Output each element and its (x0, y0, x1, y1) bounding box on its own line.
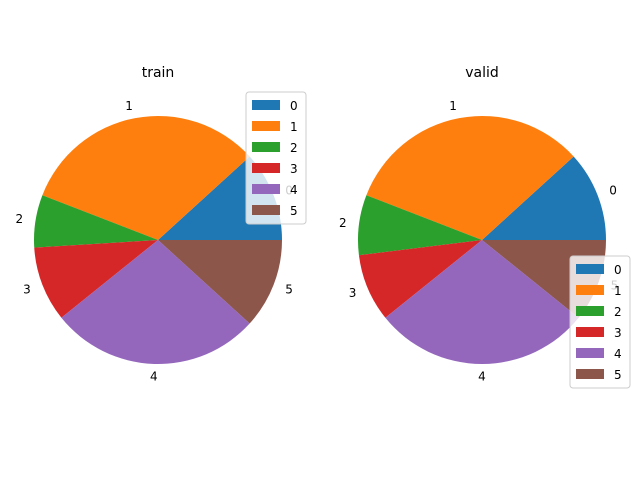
pie-slice-train-1 (42, 115, 250, 240)
legend-label-train-4: 4 (290, 183, 298, 197)
pie-chart-train: train 0 1 2 3 4 5 0 1 2 3 4 5 (16, 65, 307, 383)
legend-label-valid-1: 1 (614, 284, 622, 298)
legend-swatch-train-0 (252, 100, 280, 110)
slice-label-valid-1: 1 (449, 99, 457, 113)
legend-label-train-2: 2 (290, 141, 298, 155)
pie-slice-train-2 (34, 195, 159, 248)
legend-label-train-5: 5 (290, 204, 298, 218)
pie-chart-valid: valid 0 1 2 3 4 5 0 1 2 3 4 5 (339, 65, 631, 389)
legend-swatch-valid-0 (576, 264, 604, 274)
legend-swatch-train-2 (252, 142, 280, 152)
slice-label-train-4: 4 (150, 369, 158, 383)
pie-slice-valid-3 (358, 240, 482, 318)
legend-label-valid-0: 0 (614, 263, 622, 277)
slices-train (34, 115, 282, 365)
legend-valid: 0 1 2 3 4 5 (569, 255, 631, 389)
slice-label-valid-3: 3 (349, 286, 357, 300)
legend-swatch-valid-3 (576, 327, 604, 337)
pie-slice-valid-1 (366, 115, 574, 240)
legend-label-train-3: 3 (290, 162, 298, 176)
legend-swatch-valid-4 (576, 348, 604, 358)
legend-swatch-valid-2 (576, 306, 604, 316)
pie-slice-train-5 (158, 240, 282, 324)
legend-label-train-1: 1 (290, 120, 298, 134)
chart-title-valid: valid (465, 65, 499, 81)
slice-label-valid-4: 4 (478, 369, 486, 383)
legend-swatch-train-1 (252, 121, 280, 131)
pie-slice-valid-4 (385, 240, 579, 365)
legend-label-valid-3: 3 (614, 326, 622, 340)
legend-train: 0 1 2 3 4 5 (245, 91, 307, 225)
legend-label-valid-5: 5 (614, 368, 622, 382)
slice-label-train-5: 5 (285, 282, 293, 296)
legend-swatch-train-4 (252, 184, 280, 194)
legend-swatch-train-5 (252, 205, 280, 215)
legend-label-valid-4: 4 (614, 347, 622, 361)
slice-label-train-3: 3 (23, 282, 31, 296)
legend-swatch-train-3 (252, 163, 280, 173)
legend-swatch-valid-1 (576, 285, 604, 295)
legend-label-train-0: 0 (290, 99, 298, 113)
pie-slice-valid-2 (357, 195, 482, 256)
pie-slice-train-4 (61, 240, 250, 365)
chart-title-train: train (142, 65, 175, 81)
legend-swatch-valid-5 (576, 369, 604, 379)
slice-label-train-2: 2 (16, 212, 24, 226)
slice-label-valid-2: 2 (339, 216, 347, 230)
pie-slice-valid-0 (482, 156, 606, 240)
slices-valid (357, 115, 606, 365)
slice-label-train-1: 1 (125, 99, 133, 113)
slice-label-valid-0: 0 (609, 184, 617, 198)
pie-slice-train-3 (34, 240, 158, 318)
legend-label-valid-2: 2 (614, 305, 622, 319)
